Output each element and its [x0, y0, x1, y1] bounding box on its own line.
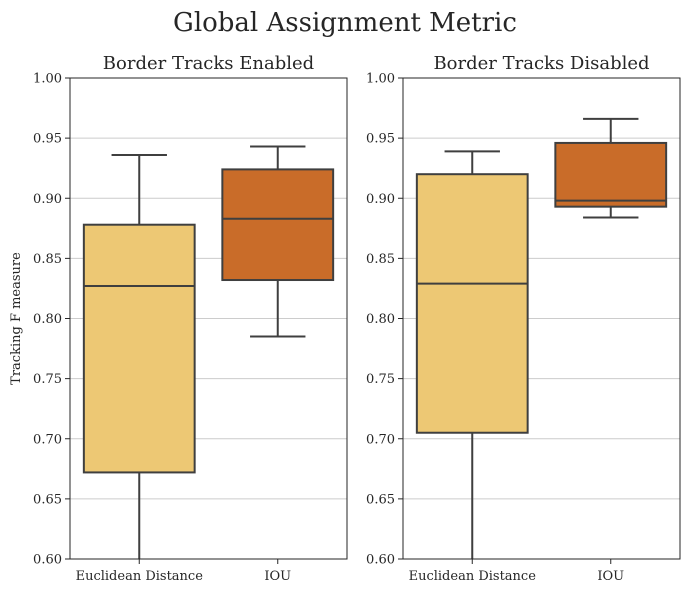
- y-tick-label: 0.70: [33, 432, 62, 447]
- y-axis-ticks: 0.60 0.65 0.70 0.75 0.80 0.85 0.90 0.95 1.00: [33, 72, 70, 568]
- y-tick-label: 0.80: [33, 312, 62, 327]
- y-tick-label: 0.60: [33, 553, 62, 568]
- panel-title: Border Tracks Disabled: [433, 53, 649, 74]
- box-iou: [554, 117, 668, 219]
- x-tick-label: Euclidean Distance: [76, 569, 204, 584]
- y-tick-label: 0.65: [33, 492, 62, 507]
- y-tick-label: 1.00: [366, 72, 395, 87]
- x-axis-ticks: Euclidean Distance IOU: [409, 559, 624, 584]
- iqr-box: [221, 168, 335, 282]
- box-euclidean-distance: [82, 153, 196, 559]
- x-tick-label: IOU: [264, 569, 291, 584]
- box-series: [415, 117, 668, 559]
- x-tick-label: IOU: [597, 569, 624, 584]
- y-tick-label: 0.95: [33, 132, 62, 147]
- y-axis-label: Tracking F measure: [9, 252, 24, 385]
- panel-title: Border Tracks Enabled: [103, 53, 314, 74]
- y-tick-label: 1.00: [33, 72, 62, 87]
- y-tick-label: 0.90: [33, 192, 62, 207]
- y-tick-label: 0.85: [366, 252, 395, 267]
- panel-border-tracks-disabled: 0.60 0.65 0.70 0.75 0.80 0.85 0.90 0.95 1.00 Euc…: [366, 53, 681, 584]
- box-iou: [221, 145, 335, 338]
- y-tick-label: 0.75: [366, 372, 395, 387]
- y-tick-label: 0.75: [33, 372, 62, 387]
- y-tick-label: 0.70: [366, 432, 395, 447]
- y-tick-label: 0.90: [366, 192, 395, 207]
- y-tick-label: 0.65: [366, 492, 395, 507]
- y-tick-label: 0.85: [33, 252, 62, 267]
- y-tick-label: 0.95: [366, 132, 395, 147]
- y-axis-ticks: 0.60 0.65 0.70 0.75 0.80 0.85 0.90 0.95 1.00: [366, 72, 403, 568]
- x-tick-label: Euclidean Distance: [409, 569, 537, 584]
- iqr-box: [415, 173, 529, 434]
- panel-border-tracks-enabled: 0.60 0.65 0.70 0.75 0.80 0.85 0.90 0.95 1.00 Euc…: [9, 53, 348, 584]
- iqr-box: [82, 223, 196, 474]
- y-tick-label: 0.80: [366, 312, 395, 327]
- iqr-box: [554, 141, 668, 208]
- y-tick-label: 0.60: [366, 553, 395, 568]
- box-series: [82, 145, 335, 559]
- x-axis-ticks: Euclidean Distance IOU: [76, 559, 291, 584]
- box-euclidean-distance: [415, 150, 529, 559]
- figure-title: Global Assignment Metric: [173, 8, 517, 38]
